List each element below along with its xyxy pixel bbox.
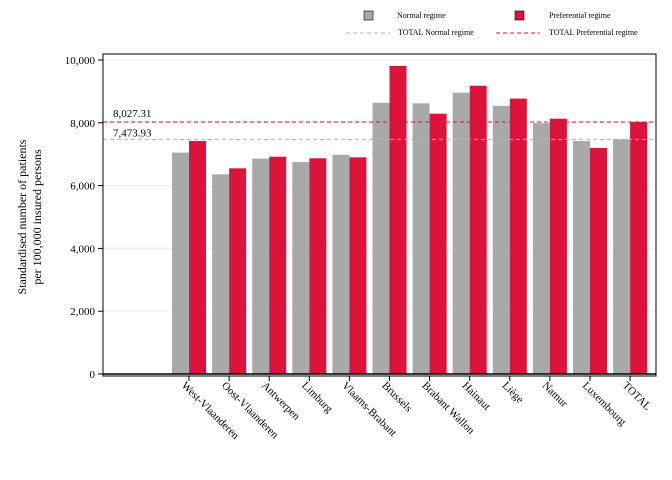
x-tick-label-8: Liège: [500, 380, 526, 406]
bar-normal-3: [292, 162, 310, 374]
legend-swatch-preferential: [514, 10, 525, 21]
bars: [172, 65, 648, 375]
y-axis: 0 2,000 4,000 6,000 8,000 10,000: [65, 55, 103, 381]
y-axis-title-line-1: Standardised number of patients: [15, 139, 29, 294]
legend-label-total-preferential: TOTAL Preferential regime: [549, 28, 638, 37]
y-tick-label-10000: 10,000: [65, 55, 96, 67]
reference-label-1: 8,027.31: [113, 108, 152, 120]
legend-label-total-normal: TOTAL Normal regime: [398, 28, 474, 37]
y-tick-label-4000: 4,000: [70, 243, 95, 255]
bar-preferential-9: [549, 118, 567, 374]
y-tick-label-6000: 6,000: [70, 181, 95, 193]
bar-preferential-5: [389, 65, 407, 374]
x-tick-label-5: Brussels: [379, 380, 414, 415]
bar-preferential-11: [630, 121, 648, 374]
bar-preferential-10: [590, 147, 607, 374]
reference-lines: 7,473.93 8,027.31: [103, 108, 656, 375]
bar-normal-1: [212, 174, 230, 374]
bar-preferential-2: [269, 156, 287, 374]
y-tick-label-8000: 8,000: [70, 118, 95, 130]
legend-swatch-normal: [363, 10, 374, 21]
bar-normal-5: [372, 102, 390, 374]
bar-normal-7: [452, 92, 470, 374]
bar-normal-6: [412, 103, 430, 374]
x-axis: West-VlaanderenOost-VlaanderenAntwerpenL…: [179, 376, 653, 442]
bar-preferential-8: [509, 98, 527, 374]
x-tick-label-11: TOTAL: [620, 380, 653, 413]
bar-preferential-6: [429, 113, 447, 374]
y-axis-title: Standardised number of patients per 100,…: [15, 139, 44, 294]
bar-preferential-0: [189, 141, 206, 374]
plot-frame: [102, 53, 657, 377]
legend-label-preferential: Preferential regime: [549, 11, 611, 20]
legend-label-normal: Normal regime: [397, 11, 446, 20]
y-axis-title-line-2: per 100,000 insured persons: [30, 149, 44, 285]
legend: Normal regime Preferential regime TOTAL …: [346, 10, 638, 37]
y-tick-label-0: 0: [90, 369, 96, 381]
bar-normal-4: [332, 154, 350, 374]
x-tick-label-3: Limburg: [299, 380, 335, 416]
bar-normal-8: [492, 105, 510, 375]
bar-normal-11: [613, 139, 631, 374]
bar-normal-2: [252, 158, 270, 374]
reference-label-0: 7,473.93: [113, 127, 152, 139]
bar-normal-0: [172, 152, 189, 374]
bar-normal-10: [573, 141, 590, 374]
bar-preferential-1: [229, 168, 247, 374]
bar-preferential-4: [349, 157, 367, 374]
bar-preferential-7: [469, 85, 487, 375]
bar-preferential-3: [309, 158, 327, 374]
y-tick-label-2000: 2,000: [70, 306, 95, 318]
x-tick-label-7: Hainaut: [460, 380, 493, 413]
x-tick-label-9: Namur: [540, 380, 570, 410]
bar-normal-9: [532, 123, 550, 374]
